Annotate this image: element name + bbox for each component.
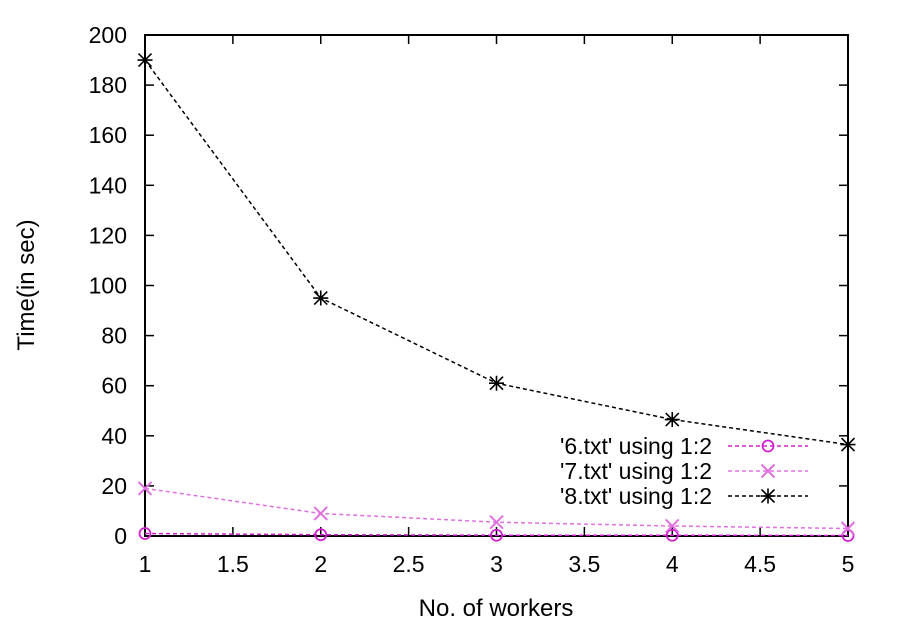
series-3-point — [137, 52, 153, 68]
x-tick-label: 5 — [842, 551, 855, 577]
series-3-point — [840, 437, 856, 453]
series-1-point — [490, 528, 503, 542]
y-tick-label: 200 — [89, 22, 127, 48]
x-tick-label: 4 — [666, 551, 679, 577]
series-2-point — [313, 506, 328, 521]
series-3-point — [489, 375, 504, 391]
legend-label-1: '6.txt' using 1:2 — [560, 433, 712, 459]
x-tick-label: 4.5 — [744, 551, 776, 577]
x-tick-label: 2 — [314, 551, 327, 577]
y-tick-label: 100 — [89, 273, 127, 299]
legend: '6.txt' using 1:2'7.txt' using 1:2'8.txt… — [560, 433, 808, 509]
y-tick-label: 140 — [89, 172, 127, 198]
series-1-point — [314, 528, 328, 542]
x-tick-label: 1 — [139, 551, 152, 577]
series-1-point — [138, 527, 152, 540]
series-2-point — [489, 515, 504, 530]
y-axis-ticks: 0 20 40 60 80 100 120 140 160 180 200 — [89, 22, 848, 549]
series-3-point — [664, 412, 680, 428]
series-2-point — [840, 521, 856, 536]
plot-area: 1 1.5 2 2.5 3 3.5 4 4.5 5 0 20 40 60 80 100 120 140 160 1… — [89, 22, 856, 577]
series-lines — [144, 59, 849, 537]
y-tick-label: 20 — [101, 473, 127, 499]
legend-label-3: '8.txt' using 1:2 — [560, 483, 712, 509]
series-line-1 — [144, 532, 849, 537]
series-2-point — [665, 518, 680, 534]
x-tick-label: 3 — [490, 551, 503, 577]
y-tick-label: 120 — [89, 222, 127, 248]
legend-marker-2 — [760, 463, 776, 479]
series-2-point — [137, 481, 153, 496]
y-tick-label: 0 — [114, 523, 127, 549]
y-tick-label: 60 — [101, 373, 127, 399]
x-tick-label: 3.5 — [568, 551, 600, 577]
y-tick-label: 180 — [89, 72, 127, 98]
y-axis-label: Time(in sec) — [13, 219, 40, 350]
x-tick-label: 1.5 — [217, 551, 249, 577]
y-tick-label: 80 — [101, 323, 127, 349]
series-3-point — [313, 290, 329, 306]
plot-frame — [144, 34, 849, 537]
y-tick-label: 40 — [101, 423, 127, 449]
series-markers — [137, 52, 856, 542]
legend-label-2: '7.txt' using 1:2 — [560, 458, 712, 484]
x-axis-label: No. of workers — [419, 595, 574, 622]
x-axis-ticks: 1 1.5 2 2.5 3 3.5 4 4.5 5 — [139, 35, 855, 577]
series-1-point — [665, 528, 679, 542]
y-tick-label: 160 — [89, 122, 127, 148]
legend-marker-1 — [761, 439, 775, 453]
x-tick-label: 2.5 — [393, 551, 425, 577]
legend-marker-3 — [760, 488, 776, 504]
series-1-point — [841, 529, 855, 542]
